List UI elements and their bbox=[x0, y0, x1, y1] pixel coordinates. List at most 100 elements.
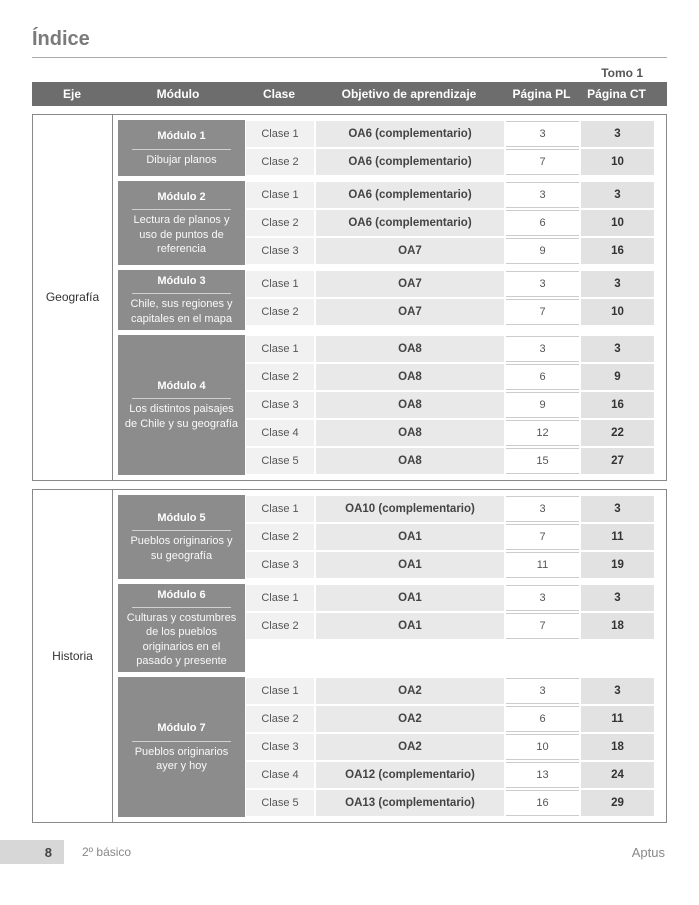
module-title: Módulo 7 bbox=[124, 721, 239, 735]
clase-row: Clase 2OA869 bbox=[245, 363, 661, 391]
module-desc: Pueblos originarios ayer y hoy bbox=[124, 745, 239, 774]
objetivo-cell: OA6 (complementario) bbox=[316, 182, 504, 208]
clases-holder: Clase 1OA133Clase 2OA1718 bbox=[245, 584, 661, 672]
eje-block: Historia Módulo 5 Pueblos originarios y su… bbox=[32, 489, 667, 823]
clase-cell: Clase 3 bbox=[246, 552, 314, 578]
clase-cell: Clase 5 bbox=[246, 790, 314, 816]
pagina-pl-cell: 7 bbox=[506, 149, 579, 175]
module-desc: Dibujar planos bbox=[124, 153, 239, 167]
module-title: Módulo 1 bbox=[124, 129, 239, 143]
clase-cell: Clase 2 bbox=[246, 210, 314, 236]
header-modulo: Módulo bbox=[112, 87, 244, 101]
objetivo-cell: OA13 (complementario) bbox=[316, 790, 504, 816]
pagina-ct-cell: 19 bbox=[581, 552, 654, 578]
module-title: Módulo 5 bbox=[124, 511, 239, 525]
pagina-ct-cell: 16 bbox=[581, 392, 654, 418]
clase-row: Clase 3OA21018 bbox=[245, 733, 661, 761]
pagina-ct-cell: 3 bbox=[581, 585, 654, 611]
module-title: Módulo 6 bbox=[124, 588, 239, 602]
clase-row: Clase 5OA81527 bbox=[245, 447, 661, 475]
objetivo-cell: OA2 bbox=[316, 734, 504, 760]
clase-cell: Clase 2 bbox=[246, 706, 314, 732]
header-clase: Clase bbox=[244, 87, 314, 101]
clase-row: Clase 1OA6 (complementario)33 bbox=[245, 181, 661, 209]
module-row: Módulo 2 Lectura de planos y uso de punto… bbox=[118, 181, 661, 265]
clases-holder: Clase 1OA233Clase 2OA2611Clase 3OA21018C… bbox=[245, 677, 661, 817]
pagina-pl-cell: 3 bbox=[506, 336, 579, 362]
objetivo-cell: OA12 (complementario) bbox=[316, 762, 504, 788]
pagina-pl-cell: 6 bbox=[506, 210, 579, 236]
module-cell: Módulo 7 Pueblos originarios ayer y hoy bbox=[118, 677, 245, 817]
pagina-ct-cell: 10 bbox=[581, 299, 654, 325]
objetivo-cell: OA1 bbox=[316, 585, 504, 611]
clases-holder: Clase 1OA833Clase 2OA869Clase 3OA8916Cla… bbox=[245, 335, 661, 475]
table-header: Eje Módulo Clase Objetivo de aprendizaje… bbox=[32, 82, 667, 106]
module-title: Módulo 2 bbox=[124, 190, 239, 204]
ejes-container: GeografíaMódulo 1Dibujar planosClase 1OA… bbox=[32, 114, 667, 823]
module-cell: Módulo 4Los distintos paisajes de Chile … bbox=[118, 335, 245, 475]
pagina-pl-cell: 9 bbox=[506, 392, 579, 418]
pagina-ct-cell: 18 bbox=[581, 613, 654, 639]
pagina-ct-cell: 11 bbox=[581, 524, 654, 550]
header-eje: Eje bbox=[32, 87, 112, 101]
pagina-ct-cell: 3 bbox=[581, 121, 654, 147]
clase-cell: Clase 1 bbox=[246, 121, 314, 147]
module-desc: Pueblos originarios y su geografía bbox=[124, 534, 239, 563]
objetivo-cell: OA8 bbox=[316, 336, 504, 362]
pagina-pl-cell: 12 bbox=[506, 420, 579, 446]
objetivo-cell: OA8 bbox=[316, 448, 504, 474]
module-desc: Chile, sus regiones y capitales en el ma… bbox=[124, 297, 239, 326]
module-cell: Módulo 5 Pueblos originarios y su geograf… bbox=[118, 495, 245, 579]
module-separator bbox=[132, 149, 231, 150]
objetivo-cell: OA8 bbox=[316, 420, 504, 446]
objetivo-cell: OA7 bbox=[316, 271, 504, 297]
clase-cell: Clase 4 bbox=[246, 762, 314, 788]
module-desc: Lectura de planos y uso de puntos de ref… bbox=[124, 213, 239, 256]
clase-row: Clase 2OA1718 bbox=[245, 612, 661, 640]
objetivo-cell: OA1 bbox=[316, 524, 504, 550]
clase-cell: Clase 3 bbox=[246, 392, 314, 418]
module-row: Módulo 6Culturas y costumbres de los pue… bbox=[118, 584, 661, 672]
module-row: Módulo 5 Pueblos originarios y su geograf… bbox=[118, 495, 661, 579]
pagina-ct-cell: 22 bbox=[581, 420, 654, 446]
pagina-pl-cell: 3 bbox=[506, 496, 579, 522]
brand-label: Aptus bbox=[632, 845, 665, 860]
clase-row: Clase 1OA6 (complementario)33 bbox=[245, 120, 661, 148]
clase-cell: Clase 2 bbox=[246, 299, 314, 325]
objetivo-cell: OA6 (complementario) bbox=[316, 149, 504, 175]
clase-cell: Clase 2 bbox=[246, 524, 314, 550]
eje-name: Geografía bbox=[33, 115, 113, 480]
page-footer: 8 2º básico Aptus bbox=[0, 837, 699, 867]
pagina-ct-cell: 11 bbox=[581, 706, 654, 732]
pagina-pl-cell: 3 bbox=[506, 182, 579, 208]
module-title: Módulo 3 bbox=[124, 274, 239, 288]
module-row: Módulo 3 Chile, sus regiones y capitales … bbox=[118, 270, 661, 330]
header-pagina-ct: Página CT bbox=[579, 87, 654, 101]
clase-row: Clase 3OA7916 bbox=[245, 237, 661, 265]
tomo-label: Tomo 1 bbox=[32, 66, 667, 80]
clase-row: Clase 2OA6 (complementario)710 bbox=[245, 148, 661, 176]
clase-row: Clase 1OA833 bbox=[245, 335, 661, 363]
eje-name: Historia bbox=[33, 490, 113, 822]
clase-cell: Clase 3 bbox=[246, 734, 314, 760]
clase-row: Clase 2OA2611 bbox=[245, 705, 661, 733]
pagina-ct-cell: 3 bbox=[581, 678, 654, 704]
header-pagina-pl: Página PL bbox=[504, 87, 579, 101]
pagina-pl-cell: 3 bbox=[506, 678, 579, 704]
clases-holder: Clase 1OA10 (complementario)33Clase 2OA1… bbox=[245, 495, 661, 579]
clase-cell: Clase 1 bbox=[246, 585, 314, 611]
module-separator bbox=[132, 741, 231, 742]
clase-row: Clase 2OA1711 bbox=[245, 523, 661, 551]
objetivo-cell: OA8 bbox=[316, 392, 504, 418]
objetivo-cell: OA7 bbox=[316, 238, 504, 264]
title-divider bbox=[32, 57, 667, 58]
pagina-ct-cell: 3 bbox=[581, 496, 654, 522]
module-cell: Módulo 1 Dibujar planos bbox=[118, 120, 245, 176]
clase-row: Clase 4OA12 (complementario)1324 bbox=[245, 761, 661, 789]
objetivo-cell: OA7 bbox=[316, 299, 504, 325]
clase-cell: Clase 1 bbox=[246, 336, 314, 362]
pagina-ct-cell: 24 bbox=[581, 762, 654, 788]
pagina-ct-cell: 16 bbox=[581, 238, 654, 264]
module-separator bbox=[132, 398, 231, 399]
modules-holder: Módulo 1Dibujar planosClase 1OA6 (comple… bbox=[113, 115, 666, 480]
